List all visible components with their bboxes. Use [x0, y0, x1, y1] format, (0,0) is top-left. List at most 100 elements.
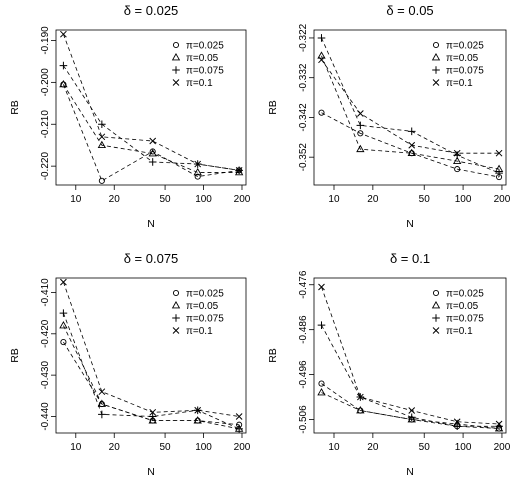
series-line — [321, 324, 500, 427]
data-point — [59, 61, 68, 70]
legend-entry: π=0.1 — [446, 326, 473, 337]
legend-entry: π=0.1 — [186, 326, 213, 337]
series-triangle — [59, 321, 244, 432]
legend-entry: π=0.075 — [446, 314, 484, 325]
legend-marker — [172, 314, 180, 322]
legend-entry: π=0.075 — [446, 66, 484, 77]
data-point — [453, 156, 462, 165]
data-point — [148, 149, 157, 157]
data-point — [318, 56, 325, 64]
data-point — [235, 413, 243, 420]
x-tick-label: 100 — [455, 442, 472, 453]
data-point — [148, 412, 157, 421]
data-point — [148, 158, 157, 166]
data-point — [149, 408, 157, 416]
x-tick-label: 10 — [70, 442, 82, 453]
data-point — [235, 166, 243, 174]
y-tick-label: -0.430 — [40, 361, 51, 390]
y-tick-label: -0.440 — [40, 402, 51, 431]
data-point — [60, 339, 67, 346]
data-point — [356, 121, 365, 130]
legend-entry: π=0.025 — [186, 289, 224, 300]
legend-marker — [432, 327, 440, 334]
data-point — [357, 130, 364, 137]
legend-entry: π=0.05 — [186, 53, 219, 64]
legend-marker — [432, 41, 440, 49]
series-circle — [318, 109, 503, 181]
y-tick-label: -0.420 — [40, 319, 51, 348]
y-axis-label: RB — [9, 100, 21, 115]
legend-entry: π=0.05 — [446, 301, 479, 312]
series-line — [63, 84, 240, 182]
x-tick-label: 10 — [328, 194, 340, 205]
x-axis-label: N — [406, 466, 414, 478]
y-tick-label: -0.352 — [298, 143, 309, 172]
data-point — [317, 51, 326, 59]
legend-entry: π=0.1 — [446, 78, 473, 89]
chart-panel-1: δ = 0.025 10 20 50 100 200 N -0.190 -0.200 -0.210… — [9, 3, 251, 230]
chart-panel-2: δ = 0.05 10 20 50 100 200 N -0.322 -0.332 -0.342 -… — [267, 3, 511, 230]
y-axis-label: RB — [9, 348, 21, 363]
legend-entry: π=0.1 — [186, 78, 213, 89]
data-point — [407, 127, 416, 136]
data-point — [317, 388, 326, 396]
legend-marker — [432, 289, 440, 297]
chart-panel-4: δ = 0.1 10 20 50 100 200 N -0.476 -0.486 -0.496 -0… — [267, 251, 511, 478]
x-tick-label: 50 — [160, 194, 172, 205]
data-point — [98, 388, 106, 396]
data-point — [59, 309, 68, 317]
x-tick-label: 20 — [367, 442, 379, 453]
data-point — [495, 420, 503, 428]
data-point — [407, 148, 416, 157]
y-tick-label: -0.496 — [298, 360, 309, 389]
x-axis-label: N — [406, 218, 414, 230]
legend-marker — [171, 52, 181, 61]
data-point — [97, 140, 107, 149]
legend-marker — [431, 300, 441, 309]
data-point — [98, 133, 106, 141]
x-tick-label: 200 — [234, 194, 251, 205]
y-tick-label: -0.486 — [298, 315, 309, 344]
x-tick-label: 10 — [70, 194, 82, 205]
plot-frame — [313, 277, 507, 434]
data-point — [318, 380, 325, 387]
x-tick-label: 200 — [494, 194, 511, 205]
data-point — [318, 283, 325, 291]
data-point — [59, 321, 68, 329]
series-cross — [60, 278, 243, 420]
series-line — [63, 84, 240, 173]
data-point — [356, 144, 365, 153]
y-tick-label: -0.220 — [40, 152, 51, 181]
data-point — [149, 148, 156, 155]
data-point — [194, 160, 202, 168]
legend-entry: π=0.025 — [446, 289, 484, 300]
data-point — [317, 34, 326, 42]
data-point — [356, 406, 365, 414]
data-point — [193, 167, 202, 176]
x-tick-label: 50 — [160, 442, 172, 453]
legend-marker — [172, 289, 180, 297]
series-line — [321, 112, 500, 178]
series-circle — [60, 81, 243, 184]
panel-title: δ = 0.1 — [390, 251, 430, 266]
data-point — [193, 416, 202, 424]
data-point — [495, 169, 503, 177]
data-point — [194, 173, 201, 180]
data-point — [453, 422, 461, 431]
data-point — [408, 407, 416, 414]
legend-marker — [432, 79, 440, 86]
legend-entry: π=0.05 — [186, 301, 219, 312]
legend-marker — [172, 79, 180, 86]
panel-title: δ = 0.075 — [124, 251, 179, 266]
data-point — [97, 399, 107, 407]
x-tick-label: 20 — [109, 194, 121, 205]
data-point — [408, 141, 416, 149]
data-point — [453, 418, 461, 426]
x-tick-label: 100 — [455, 194, 472, 205]
data-point — [454, 166, 461, 173]
y-tick-label: -0.342 — [298, 103, 309, 132]
